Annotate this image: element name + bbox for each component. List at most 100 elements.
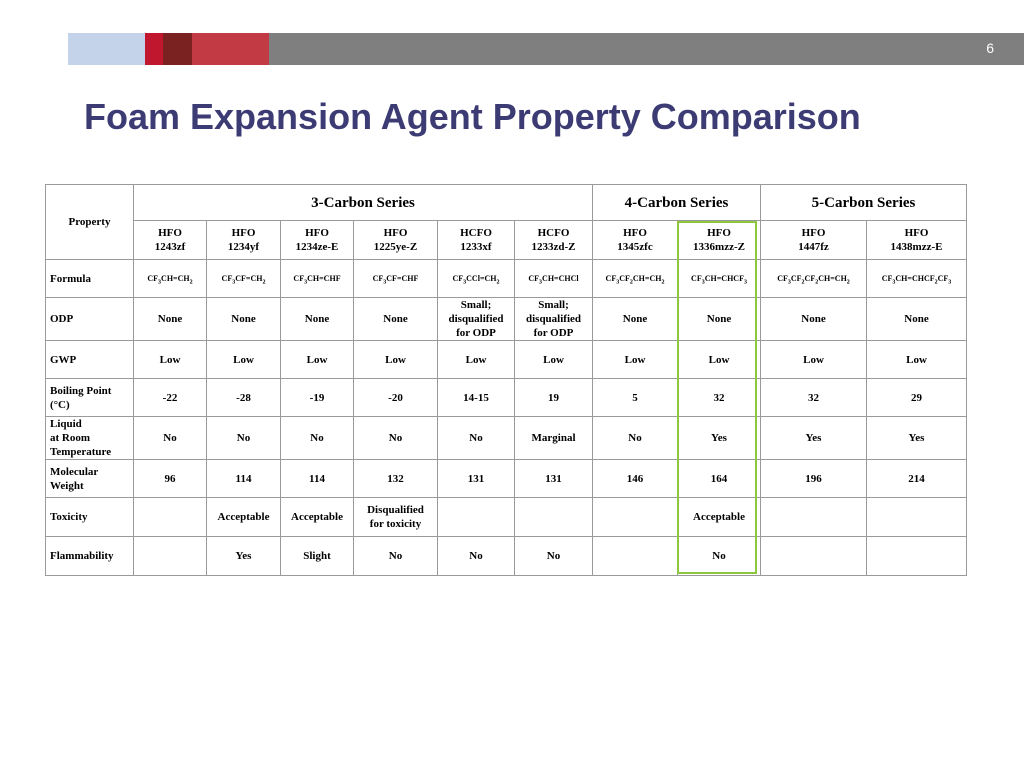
formula-cell: CF3CF2CF2CH=CH2 — [760, 259, 867, 298]
toxicity-cell — [760, 497, 867, 537]
formula-cell: CF3CH=CHF — [280, 259, 354, 298]
molecular-weight-cell: 214 — [866, 459, 967, 498]
gwp-cell: Low — [280, 340, 354, 379]
flammability-cell: No — [437, 536, 515, 576]
odp-cell: None — [353, 297, 438, 341]
boiling-point-cell: -22 — [133, 378, 207, 417]
table-row-liquid: Liquid at Room Temperature No No No No No Margi… — [45, 416, 967, 460]
odp-cell: None — [592, 297, 678, 341]
molecular-weight-cell: 96 — [133, 459, 207, 498]
table-row-flammability: Flammability Yes Slight No No No No — [45, 536, 967, 576]
liquid-cell: No — [353, 416, 438, 460]
compound-id: 1234ze-E — [295, 241, 339, 253]
formula-cell: CF3CH=CHCF2CF3 — [866, 259, 967, 298]
table-row-gwp: GWP Low Low Low Low Low Low Low Low Low Low — [45, 340, 967, 379]
series-5-carbon: 5-Carbon Series — [760, 184, 967, 221]
compound-class: HCFO — [537, 227, 570, 239]
formula-cell: CF3CF=CH2 — [206, 259, 281, 298]
compound-id: 1345zfc — [617, 241, 653, 253]
compound-header: HFO 1243zf — [133, 220, 207, 260]
flammability-cell: Slight — [280, 536, 354, 576]
compound-id: 1243zf — [154, 241, 186, 253]
compound-id: 1234yf — [227, 241, 260, 253]
toxicity-cell — [866, 497, 967, 537]
compound-header: HFO 1234yf — [206, 220, 281, 260]
header-bar: 6 — [0, 33, 1024, 65]
compound-header: HFO 1438mzz-E — [866, 220, 967, 260]
table-row-boiling-point: Boiling Point (°C) -22 -28 -19 -20 14-15 19 5 32… — [45, 378, 967, 417]
odp-cell: None — [866, 297, 967, 341]
toxicity-cell — [514, 497, 593, 537]
boiling-point-cell: -28 — [206, 378, 281, 417]
liquid-cell: No — [592, 416, 678, 460]
header-accent-dark-red — [163, 33, 192, 65]
compound-header: HCFO 1233zd-Z — [514, 220, 593, 260]
flammability-cell: No — [677, 536, 761, 576]
boiling-point-cell: 19 — [514, 378, 593, 417]
formula-cell: CF3CH=CHCF3 — [677, 259, 761, 298]
molecular-weight-cell: 131 — [437, 459, 515, 498]
odp-cell: Small; disqualified for ODP — [437, 297, 515, 341]
table-row-molecular-weight: Molecular Weight 96 114 114 132 131 131 146 164 1… — [45, 459, 967, 498]
liquid-cell: Marginal — [514, 416, 593, 460]
comparison-table: Property 3-Carbon Series 4-Carbon Series… — [45, 184, 967, 576]
liquid-cell: Yes — [866, 416, 967, 460]
compound-class: HFO — [801, 227, 826, 239]
compound-header: HFO 1447fz — [760, 220, 867, 260]
compound-header: HFO 1345zfc — [592, 220, 678, 260]
flammability-cell — [592, 536, 678, 576]
toxicity-cell — [592, 497, 678, 537]
header-accent-light — [68, 33, 145, 65]
compound-class: HFO — [383, 227, 408, 239]
molecular-weight-cell: 131 — [514, 459, 593, 498]
flammability-cell: No — [514, 536, 593, 576]
compound-header: HFO 1234ze-E — [280, 220, 354, 260]
liquid-cell: Yes — [760, 416, 867, 460]
compound-header-row: HFO 1243zf HFO 1234yf HFO 1234ze-E HFO 1225ye-Z… — [46, 220, 967, 260]
formula-cell: CF3CH=CHCl — [514, 259, 593, 298]
boiling-point-cell: 32 — [760, 378, 867, 417]
boiling-point-cell: 32 — [677, 378, 761, 417]
flammability-cell: Yes — [206, 536, 281, 576]
formula-cell: CF3CF=CHF — [353, 259, 438, 298]
row-label-flammability: Flammability — [45, 536, 134, 576]
odp-cell: None — [133, 297, 207, 341]
boiling-point-cell: 29 — [866, 378, 967, 417]
toxicity-cell: Acceptable — [206, 497, 281, 537]
odp-cell: Small; disqualified for ODP — [514, 297, 593, 341]
page-title: Foam Expansion Agent Property Comparison — [84, 96, 861, 137]
gwp-cell: Low — [133, 340, 207, 379]
liquid-cell: No — [133, 416, 207, 460]
page-number: 6 — [986, 40, 994, 56]
boiling-point-cell: -19 — [280, 378, 354, 417]
flammability-cell — [760, 536, 867, 576]
molecular-weight-cell: 114 — [280, 459, 354, 498]
compound-id: 1233xf — [460, 241, 492, 253]
row-label-odp: ODP — [45, 297, 134, 341]
compound-header: HFO 1225ye-Z — [353, 220, 438, 260]
row-label-gwp: GWP — [45, 340, 134, 379]
molecular-weight-cell: 164 — [677, 459, 761, 498]
gwp-cell: Low — [592, 340, 678, 379]
compound-class: HCFO — [460, 227, 492, 239]
row-label-molecular-weight: Molecular Weight — [45, 459, 134, 498]
molecular-weight-cell: 114 — [206, 459, 281, 498]
table-row-odp: ODP None None None None Small; disqualified fo… — [45, 297, 967, 341]
liquid-cell: No — [280, 416, 354, 460]
series-header-row: Property 3-Carbon Series 4-Carbon Series… — [45, 184, 967, 260]
compound-class: HFO — [707, 227, 731, 239]
property-header: Property — [45, 184, 134, 260]
molecular-weight-cell: 196 — [760, 459, 867, 498]
molecular-weight-cell: 146 — [592, 459, 678, 498]
liquid-cell: No — [206, 416, 281, 460]
compound-id: 1447fz — [798, 241, 829, 253]
gwp-cell: Low — [437, 340, 515, 379]
flammability-cell — [866, 536, 967, 576]
toxicity-cell: Acceptable — [280, 497, 354, 537]
odp-cell: None — [677, 297, 761, 341]
row-label-liquid: Liquid at Room Temperature — [45, 416, 134, 460]
liquid-cell: No — [437, 416, 515, 460]
gwp-cell: Low — [514, 340, 593, 379]
table-row-toxicity: Toxicity Acceptable Acceptable Disqualifie… — [45, 497, 967, 537]
formula-cell: CF3CF2CH=CH2 — [592, 259, 678, 298]
